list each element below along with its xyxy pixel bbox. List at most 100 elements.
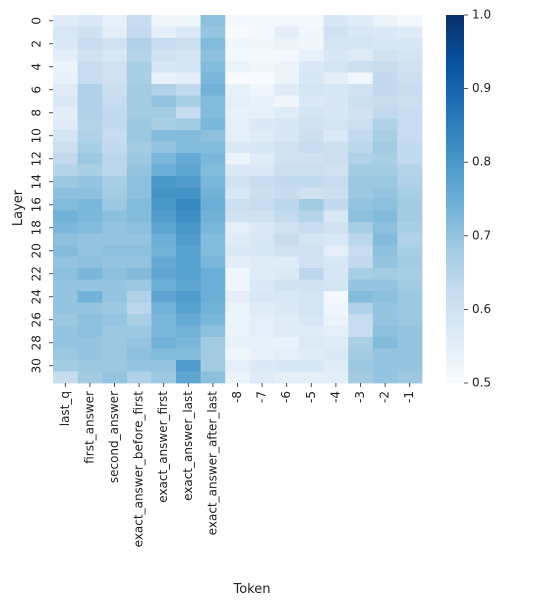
heatmap-cell — [299, 107, 324, 119]
heatmap-cell — [323, 337, 349, 349]
heatmap-cell — [299, 199, 324, 211]
heatmap-cell — [348, 371, 374, 384]
heatmap-cell — [323, 371, 349, 384]
y-tick-label: 12 — [30, 151, 44, 166]
heatmap-cell — [102, 141, 128, 154]
heatmap-cell — [397, 61, 423, 73]
heatmap-cell — [225, 256, 251, 269]
heatmap-cell — [249, 337, 275, 349]
heatmap-cell — [274, 371, 300, 384]
heatmap-cell — [397, 291, 423, 303]
heatmap-cell — [299, 337, 324, 349]
heatmap-cell — [348, 38, 374, 50]
heatmap-cell — [151, 72, 177, 85]
heatmap-cell — [323, 245, 349, 257]
heatmap-cell — [249, 130, 275, 142]
heatmap-cell — [274, 268, 300, 280]
heatmap-cell — [323, 256, 349, 269]
heatmap-cell — [225, 348, 251, 361]
heatmap-cell — [176, 222, 201, 234]
heatmap-cell — [225, 38, 251, 50]
heatmap-cell — [397, 26, 423, 39]
heatmap-cell — [53, 95, 78, 108]
heatmap-cell — [397, 107, 423, 119]
heatmap-cells — [53, 15, 423, 384]
heatmap-cell — [53, 325, 78, 338]
heatmap-cell — [372, 337, 398, 349]
heatmap-cell — [372, 210, 398, 223]
heatmap-cell — [102, 245, 128, 257]
heatmap-cell — [299, 118, 324, 131]
heatmap-cell — [249, 256, 275, 269]
heatmap-cell — [77, 141, 103, 154]
heatmap-cell — [249, 164, 275, 177]
heatmap-cell — [274, 49, 300, 62]
heatmap-cell — [299, 130, 324, 142]
heatmap-cell — [102, 72, 128, 85]
heatmap-cell — [151, 325, 177, 338]
heatmap-cell — [249, 95, 275, 108]
heatmap-cell — [176, 72, 201, 85]
heatmap-cell — [348, 15, 374, 27]
y-tick-label: 16 — [30, 197, 44, 212]
heatmap-cell — [397, 199, 423, 211]
heatmap-cell — [102, 49, 128, 62]
x-tick-label: -1 — [402, 391, 416, 403]
heatmap-cell — [249, 222, 275, 234]
heatmap-cell — [348, 153, 374, 165]
heatmap-cell — [77, 314, 103, 326]
y-tick-label: 10 — [30, 128, 44, 143]
heatmap-cell — [249, 72, 275, 85]
heatmap-cell — [274, 279, 300, 292]
heatmap-cell — [225, 49, 251, 62]
heatmap-cell — [249, 176, 275, 188]
heatmap-cell — [53, 302, 78, 315]
heatmap-cell — [225, 107, 251, 119]
heatmap-cell — [126, 141, 152, 154]
heatmap-cell — [151, 337, 177, 349]
heatmap-cell — [77, 107, 103, 119]
heatmap-cell — [323, 38, 349, 50]
heatmap-cell — [397, 15, 423, 27]
heatmap-cell — [176, 164, 201, 177]
heatmap-cell — [225, 26, 251, 39]
heatmap-cell — [151, 118, 177, 131]
heatmap-cell — [151, 291, 177, 303]
heatmap-cell — [200, 130, 226, 142]
heatmap-cell — [77, 371, 103, 384]
heatmap-cell — [77, 26, 103, 39]
heatmap-cell — [77, 72, 103, 85]
heatmap-cell — [176, 176, 201, 188]
heatmap-cell — [126, 164, 152, 177]
heatmap-cell — [102, 130, 128, 142]
heatmap-cell — [151, 314, 177, 326]
heatmap-cell — [397, 210, 423, 223]
heatmap-cell — [53, 279, 78, 292]
heatmap-cell — [126, 222, 152, 234]
heatmap-cell — [151, 233, 177, 246]
heatmap-cell — [348, 325, 374, 338]
heatmap-cell — [176, 141, 201, 154]
heatmap-cell — [200, 84, 226, 96]
heatmap-cell — [225, 72, 251, 85]
colorbar-gradient — [446, 15, 464, 383]
x-tick-label: -4 — [328, 391, 342, 403]
heatmap-cell — [372, 72, 398, 85]
heatmap-cell — [151, 95, 177, 108]
heatmap-cell — [126, 268, 152, 280]
heatmap-cell — [348, 176, 374, 188]
heatmap-cell — [249, 38, 275, 50]
x-tick-label: exact_answer_after_last — [205, 391, 219, 536]
heatmap-cell — [274, 84, 300, 96]
heatmap-cell — [274, 38, 300, 50]
heatmap-cell — [348, 233, 374, 246]
heatmap-cell — [77, 187, 103, 200]
heatmap-cell — [323, 279, 349, 292]
y-tick-label: 8 — [30, 109, 44, 117]
heatmap-cell — [102, 325, 128, 338]
heatmap-cell — [348, 141, 374, 154]
heatmap-cell — [200, 199, 226, 211]
heatmap-cell — [274, 61, 300, 73]
heatmap-cell — [249, 371, 275, 384]
heatmap-cell — [274, 164, 300, 177]
